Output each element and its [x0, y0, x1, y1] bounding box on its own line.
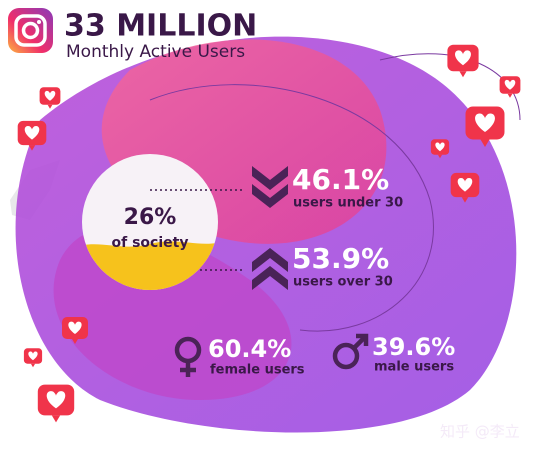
female-icon [174, 336, 202, 377]
subtitle: Monthly Active Users [66, 42, 245, 62]
society-value: 26% [124, 205, 177, 230]
male-icon [332, 333, 369, 370]
chevrons-down [252, 166, 288, 208]
gender-label: male users [374, 360, 454, 375]
chevrons-up [252, 248, 288, 290]
age-value: 46.1% [292, 163, 389, 196]
instagram-logo [8, 8, 53, 53]
connectors [150, 189, 245, 271]
gender-value: 39.6% [372, 333, 455, 361]
title: 33 MILLION [64, 9, 257, 44]
age-value: 53.9% [292, 242, 389, 275]
gender-label: female users [210, 363, 305, 378]
age-label: users under 30 [293, 196, 403, 211]
gender-value: 60.4% [208, 335, 291, 363]
society-label: of society [112, 235, 189, 251]
age-label: users over 30 [293, 275, 393, 290]
watermark: 知乎 @李立 [440, 423, 520, 441]
